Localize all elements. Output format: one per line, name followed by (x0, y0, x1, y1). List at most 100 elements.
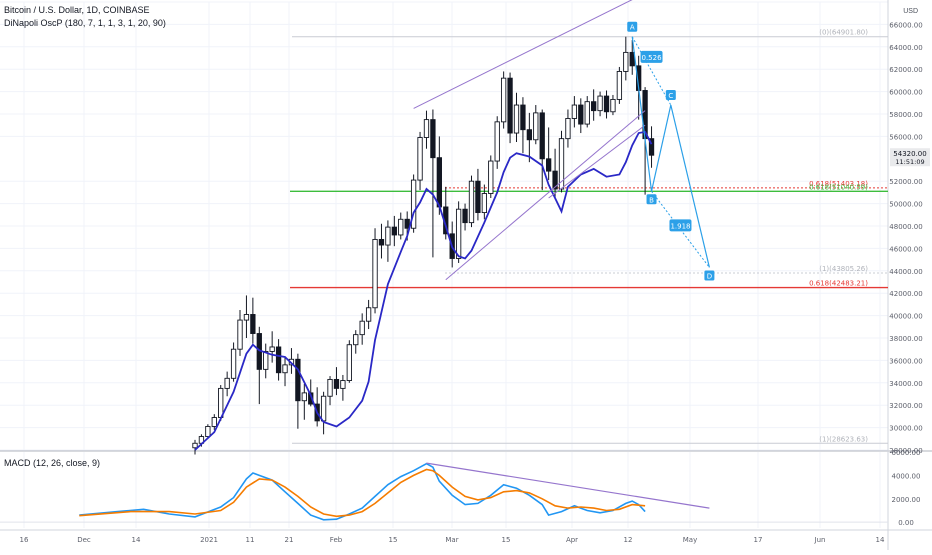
candle-body-up (230, 348, 237, 379)
candle (507, 72, 513, 144)
price-tick-label: 32000.00 (889, 402, 922, 410)
candle-body-up (211, 417, 217, 427)
price-tick-label: 58000.00 (889, 111, 922, 119)
pattern-point-badge (646, 194, 657, 205)
candle-body-down (475, 180, 481, 214)
candle-body-up (263, 350, 269, 370)
candle-body-down (603, 95, 610, 113)
candle-body-up (359, 320, 365, 336)
price-tick-label: 38000.00 (889, 335, 922, 343)
pattern-ratio-label: 1.918 (670, 222, 690, 230)
time-tick-label: 2021 (200, 536, 218, 544)
candle-body-up (365, 307, 372, 322)
macd-legend[interactable]: MACD (12, 26, close, 9) (4, 458, 101, 468)
candle (462, 203, 468, 231)
candle-body-down (275, 346, 282, 374)
candle (603, 90, 610, 119)
candle (488, 155, 494, 198)
candle-body-down (507, 77, 513, 134)
pattern-abcd-line (631, 36, 710, 268)
macd-tick-label: 2000.00 (892, 496, 921, 504)
candle-body-up (565, 118, 571, 140)
candle-body-down (520, 104, 526, 131)
macd-trendline (426, 462, 710, 509)
price-tick-label: 50000.00 (889, 201, 922, 209)
candle (378, 223, 385, 259)
countdown-label: 11:51:09 (895, 158, 924, 166)
candle-body-up (558, 138, 565, 190)
candle-body-down (526, 129, 533, 141)
time-tick-label: 15 (502, 536, 511, 544)
time-tick-label: 17 (754, 536, 763, 544)
channel-mid-line (548, 124, 646, 199)
candle (359, 313, 365, 345)
macd-series-macd (79, 462, 646, 521)
candle-body-down (333, 378, 340, 389)
indicator-legend[interactable]: DiNapoli OscP (180, 7, 1, 1, 3, 1, 20, 9… (4, 18, 166, 28)
candle (263, 343, 269, 379)
candle (623, 36, 629, 81)
trendlines (413, 0, 646, 281)
candle (494, 116, 500, 169)
candle-body-up (410, 179, 417, 229)
time-tick-label: 11 (246, 536, 255, 544)
candle-body-down (308, 392, 314, 405)
candle (398, 212, 404, 240)
macd-tick-label: 0.00 (898, 519, 914, 527)
candle-body-down (430, 119, 436, 159)
candle (250, 297, 256, 344)
candle-body-up (218, 387, 224, 418)
pattern-ratio-label: 0.526 (642, 54, 663, 62)
channel-lower-line (445, 110, 646, 281)
symbol-legend[interactable]: Bitcoin / U.S. Dollar, 1D, COINBASE (4, 5, 150, 15)
candle (211, 414, 217, 430)
candle-body-up (192, 442, 198, 449)
time-tick-label: Mar (445, 536, 458, 544)
candle-body-up (320, 395, 327, 422)
price-tick-label: 28000.00 (889, 447, 922, 455)
candle (224, 371, 230, 397)
time-tick-label: Feb (330, 536, 343, 544)
candle-body-up (417, 137, 423, 181)
pattern-point-badge (665, 90, 676, 101)
candle-body-up (533, 112, 539, 141)
candle (308, 379, 314, 407)
candle (230, 342, 237, 382)
candle-body-up (301, 392, 307, 402)
price-tick-label: 60000.00 (889, 89, 922, 97)
level-label: (0)(64901.80) (819, 29, 868, 37)
pattern-point-label: B (649, 196, 654, 204)
price-tick-label: 64000.00 (889, 44, 922, 52)
candle (385, 220, 391, 262)
candle (353, 330, 359, 354)
time-tick-label: 16 (20, 536, 29, 544)
candle-body-up (385, 226, 391, 246)
candle-body-up (571, 104, 578, 119)
level-label: (1)(43805.26) (819, 265, 868, 273)
candle-body-up (340, 380, 346, 389)
price-tick-label: 48000.00 (889, 223, 922, 231)
pattern-point-badge (627, 21, 638, 32)
candle (475, 168, 481, 221)
candle (423, 110, 430, 149)
candle (391, 215, 397, 247)
candle (269, 331, 275, 363)
candle-body-up (481, 193, 487, 214)
candle (500, 71, 507, 129)
level-label: 0.618(51040.59) (809, 183, 868, 191)
time-tick-label: Dec (77, 536, 91, 544)
candle-body-up (468, 180, 475, 224)
level-label: (1)(28623.63) (819, 435, 868, 443)
pattern-ratio-badge (640, 50, 663, 63)
candle-body-down (591, 101, 597, 112)
candle (333, 367, 340, 396)
candle (346, 340, 352, 383)
time-tick-label: 12 (624, 536, 633, 544)
price-tick-label: 40000.00 (889, 313, 922, 321)
candle (481, 184, 487, 220)
candle-body-down (546, 158, 552, 172)
candle (430, 109, 436, 258)
candle (275, 339, 282, 381)
